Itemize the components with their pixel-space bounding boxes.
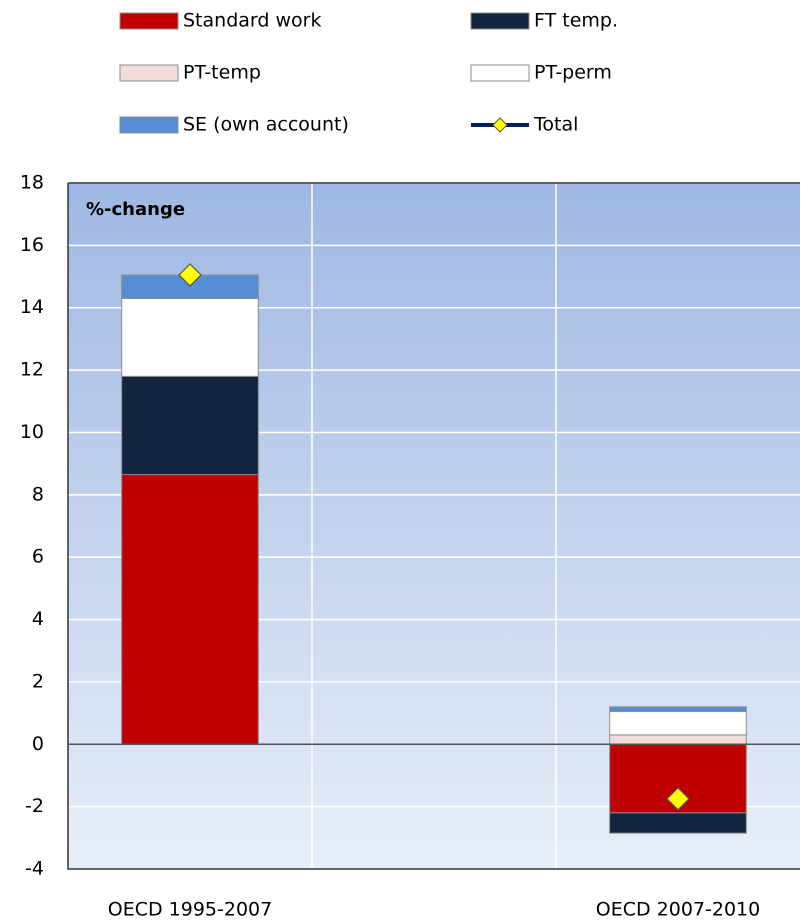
- bar-segment: [121, 474, 259, 745]
- y-tick-label: 2: [32, 670, 44, 692]
- bar-segment: [609, 706, 747, 713]
- y-tick-label: 18: [20, 172, 44, 194]
- y-tick-label: 16: [20, 234, 44, 256]
- bar-segment: [609, 711, 747, 736]
- y-tick-label: 6: [32, 546, 44, 568]
- total-marker: [666, 786, 690, 811]
- legend-label: FT temp.: [534, 10, 618, 32]
- y-tick-label: 10: [20, 421, 44, 443]
- y-tick-label: -2: [25, 795, 44, 817]
- legend-label: Total: [533, 114, 578, 136]
- legend-swatch: [119, 12, 179, 30]
- y-tick-label: 0: [32, 733, 44, 755]
- bar-segment: [121, 375, 259, 476]
- legend-marker: [492, 117, 508, 133]
- legend-label: Standard work: [183, 10, 321, 32]
- bar-segment: [121, 297, 259, 377]
- y-tick-label: 8: [32, 483, 44, 505]
- y-tick-label: -4: [25, 858, 44, 880]
- total-marker: [178, 263, 202, 287]
- legend-label: PT-perm: [534, 62, 612, 84]
- legend-swatch: [119, 64, 179, 82]
- bar-segment: [609, 734, 747, 745]
- y-tick-label: 12: [20, 359, 44, 381]
- x-tick-label: OECD 1995-2007: [108, 899, 272, 921]
- annotation: %-change: [86, 199, 185, 220]
- bar-segment: [609, 812, 747, 834]
- x-tick-label: OECD 2007-2010: [596, 899, 760, 921]
- y-tick-label: 14: [20, 296, 44, 318]
- legend-label: SE (own account): [183, 114, 349, 136]
- plot-frame: [67, 182, 800, 870]
- legend-swatch: [470, 12, 530, 30]
- y-tick-label: 4: [32, 608, 44, 630]
- legend-swatch: [470, 64, 530, 82]
- legend-swatch: [119, 116, 179, 134]
- legend-label: PT-temp: [183, 62, 261, 84]
